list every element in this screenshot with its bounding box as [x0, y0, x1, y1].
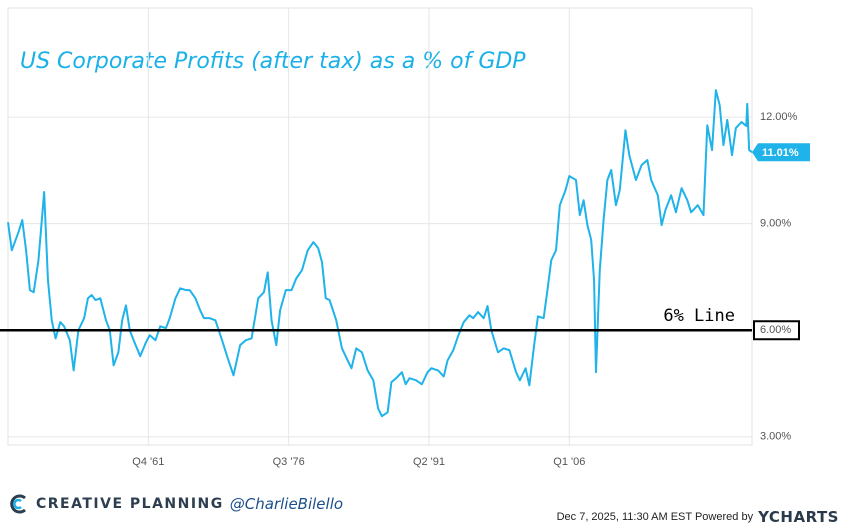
footer-left: CREATIVE PLANNING @CharlieBilello	[10, 494, 343, 514]
chart: US Corporate Profits (after tax) as a % …	[0, 7, 810, 468]
source: YCHARTS	[758, 508, 839, 526]
data-line	[7, 89, 753, 418]
x-tick-label: Q2 '91	[413, 456, 445, 468]
reference-label: 6% Line	[663, 306, 735, 326]
handle: @CharlieBilello	[229, 495, 344, 513]
timestamp: Dec 7, 2025, 11:30 AM EST Powered by	[556, 511, 754, 523]
logo-icon	[10, 494, 26, 514]
tick-highlight-box	[753, 320, 800, 341]
y-tick-label: 9.00%	[760, 218, 791, 230]
footer-right: Dec 7, 2025, 11:30 AM EST Powered by YCH…	[557, 508, 839, 526]
last-value-badge	[752, 143, 810, 162]
x-tick-label: Q3 '76	[273, 456, 305, 468]
y-tick-label: 6.00%	[760, 324, 791, 336]
chart-title: US Corporate Profits (after tax) as a % …	[20, 49, 526, 74]
brand: CREATIVE PLANNING	[36, 496, 224, 512]
x-tick-label: Q4 '61	[132, 456, 164, 468]
last-value-label: 11.01%	[762, 147, 799, 159]
y-tick-label: 3.00%	[760, 431, 791, 443]
x-tick-label: Q1 '06	[553, 456, 585, 468]
y-tick-label: 12.00%	[760, 111, 798, 123]
